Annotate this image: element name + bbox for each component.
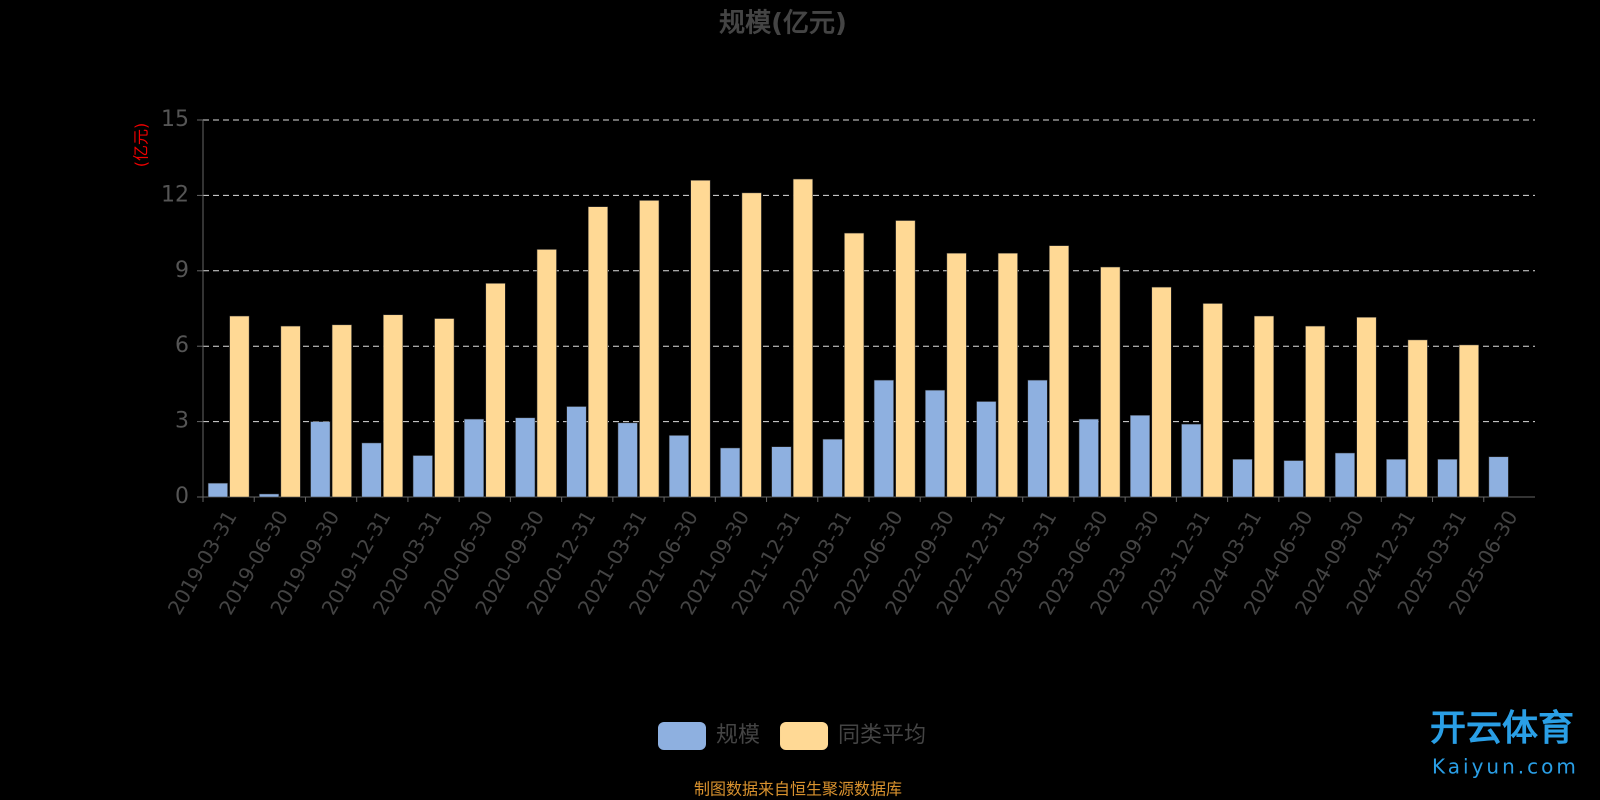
bar: [873, 379, 894, 498]
bar: [1283, 460, 1304, 498]
bar: [690, 180, 711, 498]
bar: [668, 435, 689, 498]
bar: [617, 422, 638, 498]
bar: [434, 318, 455, 498]
y-tick-label: 6: [175, 333, 189, 358]
y-tick-label: 3: [175, 409, 189, 434]
bar: [229, 315, 250, 498]
bar: [485, 283, 506, 498]
legend-label: 规模: [716, 723, 760, 748]
bar: [383, 314, 404, 498]
bar: [771, 446, 792, 498]
bar: [1488, 456, 1509, 498]
bar: [310, 421, 331, 498]
bar: [259, 493, 280, 498]
bar: [1458, 344, 1479, 498]
bar: [331, 324, 352, 498]
bar: [464, 418, 484, 498]
bar: [1027, 379, 1048, 498]
bar: [1100, 266, 1121, 498]
y-tick-label: 15: [161, 107, 189, 132]
bar: [207, 482, 228, 498]
y-tick-label: 9: [175, 258, 189, 283]
bar: [280, 325, 301, 498]
legend-swatch: [780, 722, 829, 750]
legend-swatch: [658, 722, 706, 750]
bar: [361, 442, 382, 498]
bar: [566, 406, 587, 498]
bar: [1232, 459, 1253, 498]
y-tick-label: 12: [161, 182, 189, 207]
bar: [1049, 245, 1070, 498]
bar: [1130, 415, 1150, 498]
bar: [895, 220, 916, 498]
bar: [515, 417, 536, 498]
watermark-brand: 开云体育: [1430, 708, 1574, 749]
watermark-site: Kaiyun.com: [1432, 755, 1579, 779]
bar: [588, 206, 608, 498]
bar: [1386, 459, 1407, 498]
bar: [1437, 459, 1458, 498]
bar: [925, 389, 946, 498]
bar: [720, 447, 741, 498]
bar: [1151, 286, 1172, 498]
bar: [1305, 325, 1326, 498]
bar: [1202, 303, 1223, 498]
y-tick-label: 0: [175, 484, 189, 509]
bar: [639, 200, 660, 498]
legend-label: 同类平均: [838, 723, 926, 748]
bar: [741, 192, 762, 498]
bar: [822, 438, 843, 498]
bar: [1254, 315, 1274, 498]
bar: [976, 401, 997, 498]
bar: [1356, 317, 1377, 498]
bar: [1407, 339, 1428, 498]
bar: [536, 249, 557, 498]
bar: [1078, 418, 1099, 498]
bar: [792, 178, 813, 498]
bar: [844, 232, 865, 498]
bar: [946, 252, 967, 498]
bar: [412, 455, 433, 498]
bar: [997, 252, 1018, 498]
source-note: 制图数据来自恒生聚源数据库: [694, 780, 902, 799]
bar: [1334, 452, 1355, 498]
chart-title: 规模(亿元): [719, 9, 847, 39]
bar: [1181, 423, 1202, 498]
y-axis-label: (亿元): [132, 123, 151, 168]
